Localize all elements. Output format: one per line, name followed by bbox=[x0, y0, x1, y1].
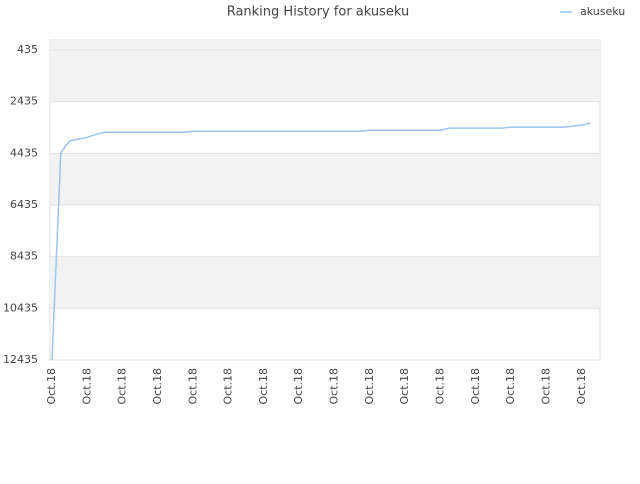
grid-band bbox=[50, 256, 600, 309]
line bbox=[51, 122, 591, 361]
x-tick-label: Oct.18 bbox=[116, 368, 129, 405]
x-tick-label: Oct.18 bbox=[328, 368, 341, 405]
y-tick-label: 6435 bbox=[10, 198, 38, 211]
grid-band bbox=[50, 40, 600, 50]
x-tick-label: Oct.18 bbox=[222, 368, 235, 405]
grid-band bbox=[50, 50, 600, 102]
grid-band bbox=[50, 153, 600, 205]
x-tick-label: Oct.18 bbox=[257, 368, 270, 405]
x-tick-label: Oct.18 bbox=[539, 368, 552, 405]
x-tick-label: Oct.18 bbox=[504, 368, 517, 405]
y-tick-label: 10435 bbox=[3, 301, 38, 314]
y-tick-label: 2435 bbox=[10, 95, 38, 108]
x-tick-label: Oct.18 bbox=[45, 368, 58, 405]
x-tick-label: Oct.18 bbox=[575, 368, 588, 405]
x-tick-label: Oct.18 bbox=[469, 368, 482, 405]
y-tick-label: 435 bbox=[17, 43, 38, 56]
x-tick-label: Oct.18 bbox=[434, 368, 447, 405]
x-tick-label: Oct.18 bbox=[80, 368, 93, 405]
y-tick-label: 8435 bbox=[10, 250, 38, 263]
x-tick-label: Oct.18 bbox=[363, 368, 376, 405]
y-tick-label: 4435 bbox=[10, 146, 38, 159]
chart-title: Ranking History for akuseku bbox=[227, 5, 410, 20]
x-tick-label: Oct.18 bbox=[398, 368, 411, 405]
legend-label: akuseku bbox=[580, 5, 625, 18]
y-tick-label: 12435 bbox=[3, 353, 38, 366]
x-tick-label: Oct.18 bbox=[151, 368, 164, 405]
x-tick-label: Oct.18 bbox=[186, 368, 199, 405]
x-tick-label: Oct.18 bbox=[292, 368, 305, 405]
